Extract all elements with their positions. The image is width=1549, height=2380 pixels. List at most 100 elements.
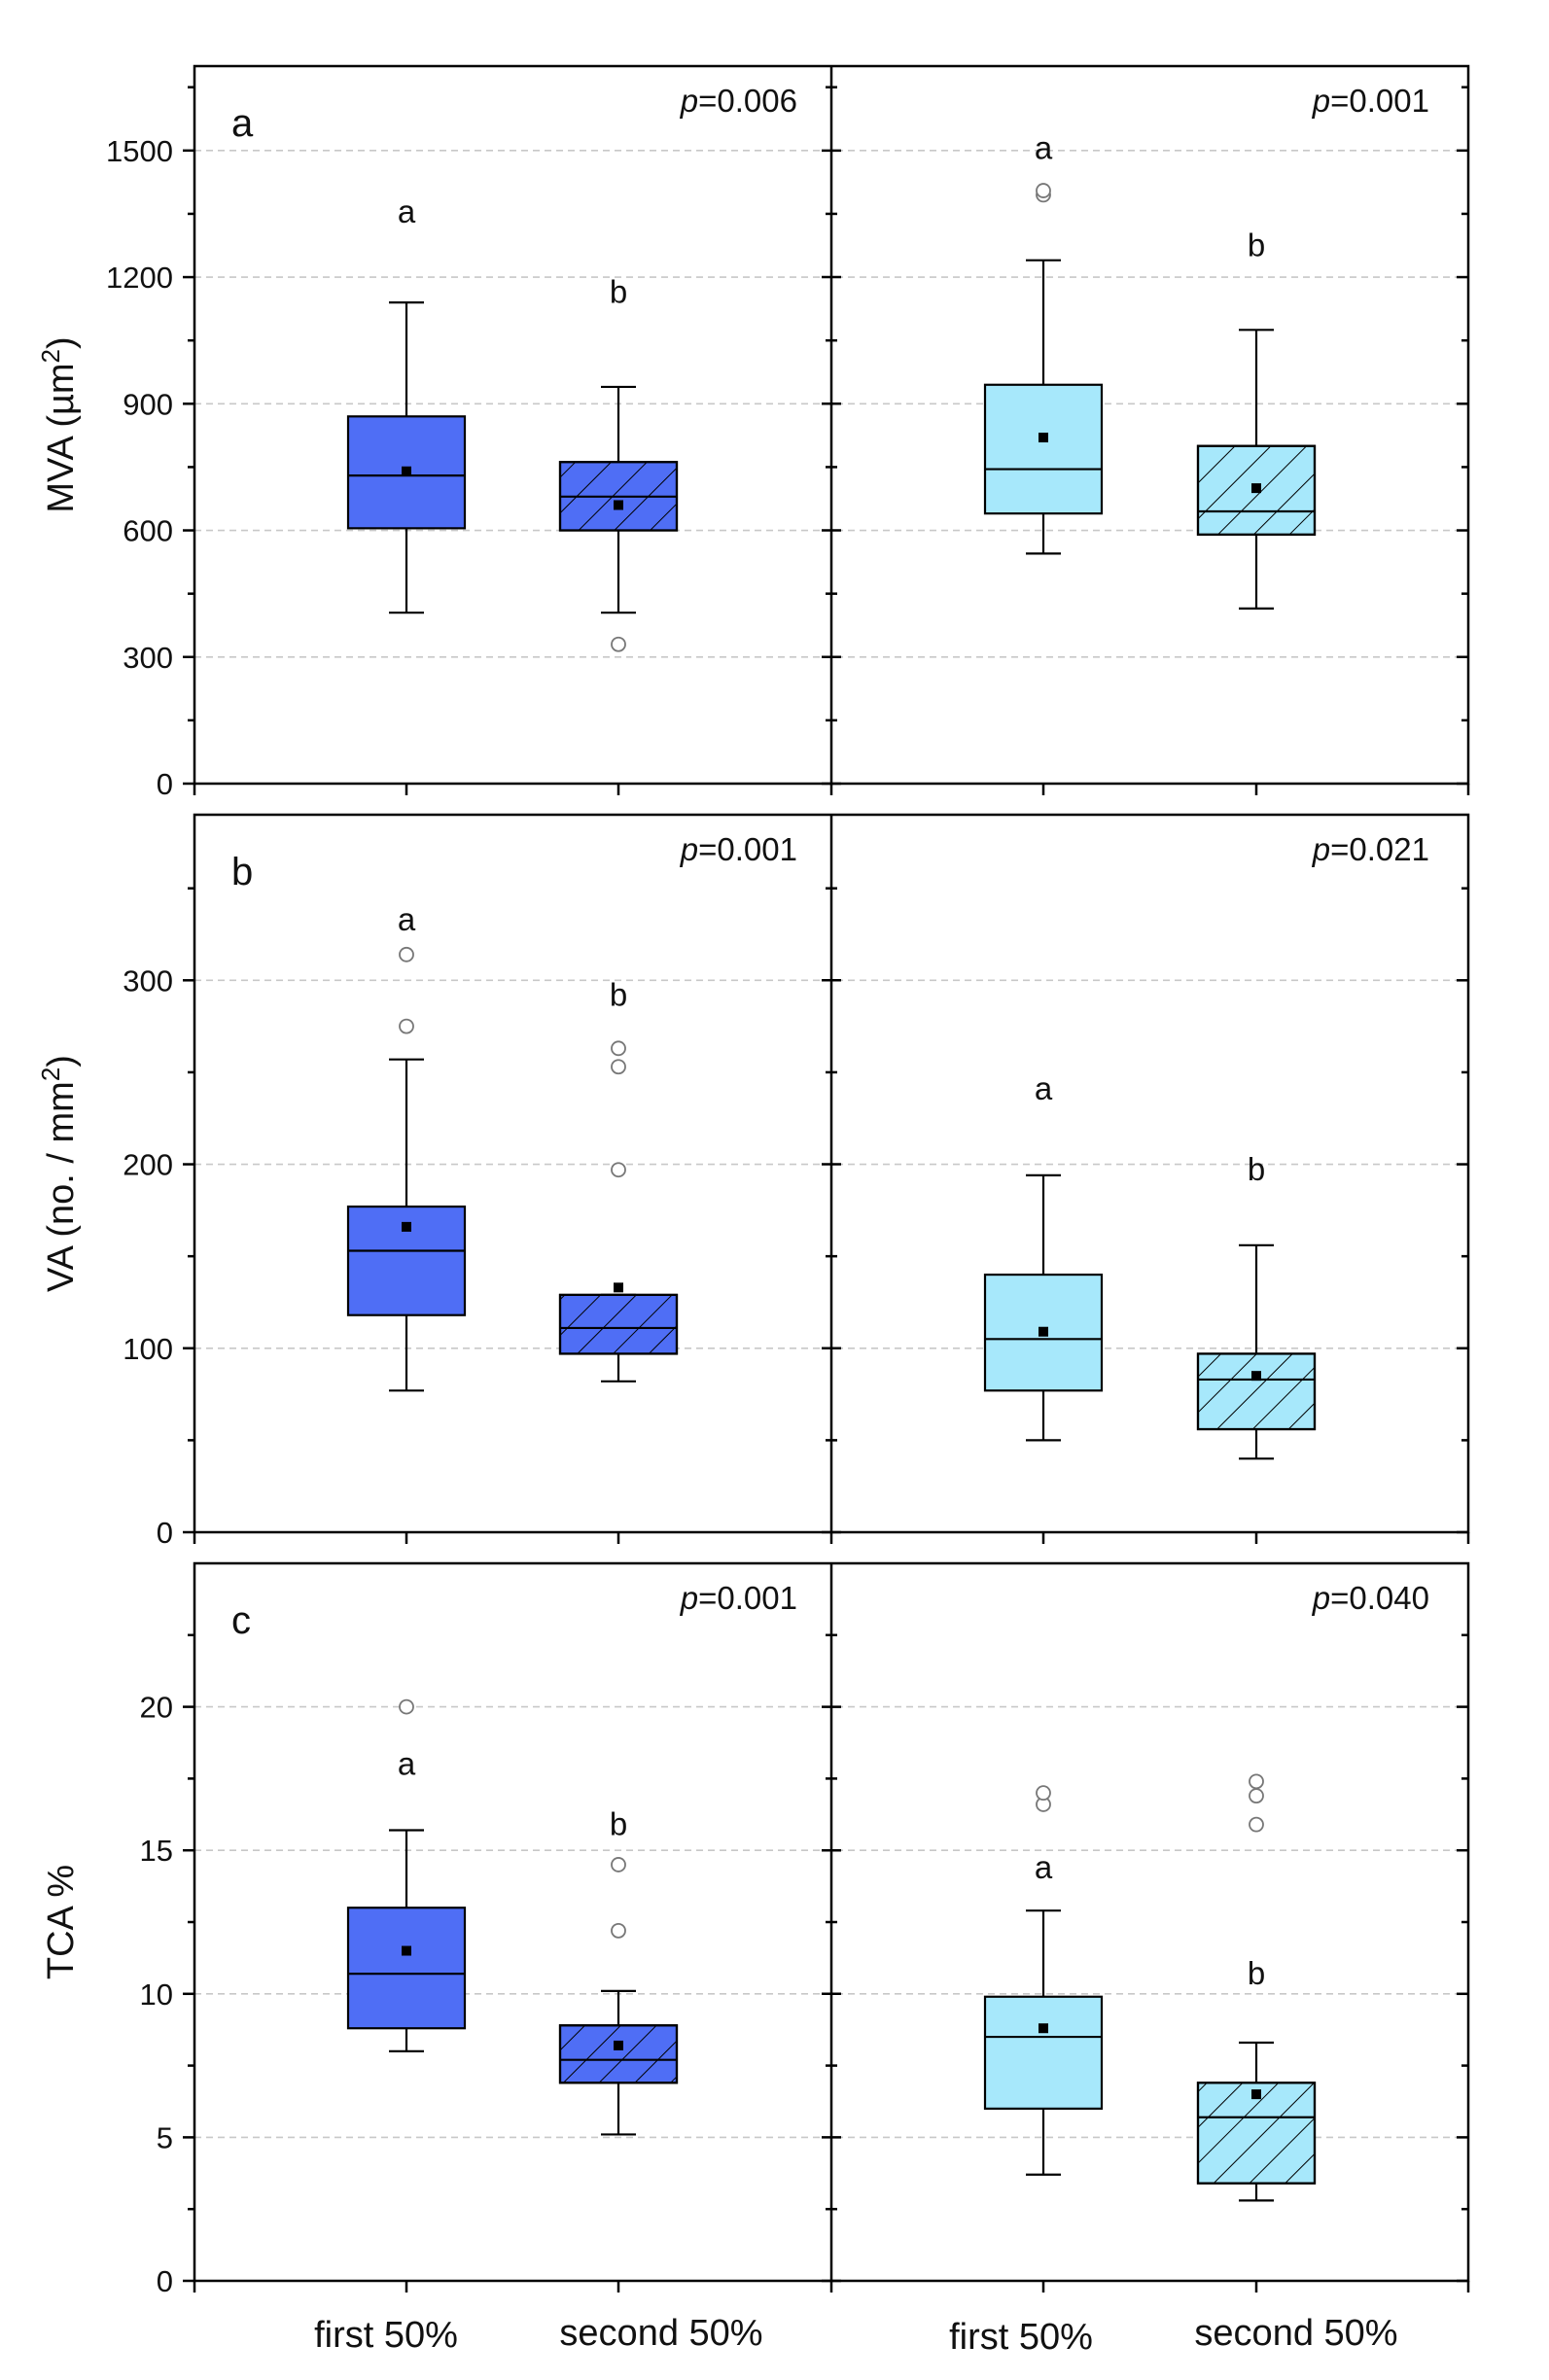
mean-marker [614,2040,623,2050]
y-axis-title-main: TCA % [41,1865,82,1979]
y-tick-label: 20 [140,1691,173,1725]
outlier-point [399,1698,414,1715]
x-tick-label-second-col2: second 50% [1194,2313,1397,2354]
y-tick-label: 10 [140,1978,173,2012]
p-value-number: =0.001 [1330,83,1429,119]
box-first-col1: a [346,901,467,1392]
outlier-point [611,1059,626,1075]
box-second-col2: b [1196,1773,1317,2202]
box-first-col2: a [983,130,1104,555]
y-axis-title-main: MVA (µm [41,363,82,512]
significance-letter: a [1035,1070,1053,1106]
mean-marker [1251,1371,1261,1382]
p-value-number: =0.001 [698,831,797,867]
p-value: p=0.001 [680,831,797,867]
mean-marker [402,1945,411,1956]
outlier-point [611,636,626,652]
significance-letter: a [1035,1849,1053,1885]
box-first-col1: a [346,193,467,614]
mean-marker [402,466,411,476]
box-hatching [560,1294,677,1354]
outlier-point [1036,183,1051,198]
significance-letter: b [610,273,627,309]
p-value-number: =0.001 [698,1580,797,1616]
significance-letter: a [1035,130,1053,166]
significance-letter: b [1248,1955,1265,1991]
significance-letter: a [398,901,416,937]
y-axis-title: TCA % [41,1865,82,1979]
p-value: p=0.001 [680,1580,797,1616]
outlier-point [611,1040,626,1057]
iqr-box [983,383,1104,515]
p-value-symbol: p [1312,831,1330,867]
box-second-col1: b [558,273,679,652]
y-tick-label: 5 [157,2120,173,2154]
mean-marker [1039,433,1048,443]
y-axis-title-superscript: 2 [36,349,65,363]
y-tick-label: 200 [123,1148,173,1182]
box-hatching [560,2025,677,2083]
outlier-point [611,1162,626,1178]
y-tick-label: 0 [157,2264,173,2298]
y-tick-label: 15 [140,1834,173,1868]
significance-letter: b [1248,228,1265,263]
y-tick-label: 600 [123,514,173,548]
p-value-symbol: p [680,1580,698,1616]
y-tick-label: 1500 [106,134,173,168]
box-first-col2: a [983,1785,1104,2176]
significance-letter: a [398,1746,416,1782]
p-value-number: =0.006 [698,83,797,119]
x-tick-label-second-col1: second 50% [559,2313,762,2354]
outlier-point [1249,1788,1264,1804]
y-tick-label: 1200 [106,261,173,295]
p-value-number: =0.021 [1330,831,1429,867]
outlier-point [1249,1816,1264,1833]
y-axis-title-superscript: 2 [36,1068,65,1081]
p-value-symbol: p [680,83,698,119]
panel-label: a [231,102,254,145]
outlier-point [399,1018,414,1034]
box-outline [1196,1352,1317,1431]
iqr-box [983,1995,1104,2110]
y-axis-title-tail: ) [41,1055,82,1068]
box-hatching [1198,2082,1315,2184]
box-outline [1196,2082,1317,2185]
y-axis-title: VA (no. / mm2) [36,1055,82,1292]
box-first-col1: a [346,1698,467,2052]
box-first-col2: a [983,1070,1104,1442]
box-outline [558,1293,679,1355]
p-value-number: =0.040 [1330,1580,1429,1616]
x-tick-label-first-col2: first 50% [949,2317,1093,2358]
box-outline [1196,444,1317,536]
y-tick-label: 900 [123,387,173,421]
mean-marker [614,500,623,510]
y-axis-title-main: VA (no. / mm [41,1081,82,1292]
mean-marker [1251,2089,1261,2100]
y-tick-label: 0 [157,1516,173,1550]
y-tick-label: 0 [157,767,173,801]
panel-label: c [231,1599,251,1642]
y-axis-title: MVA (µm2) [36,336,82,512]
p-value-symbol: p [1312,83,1330,119]
p-value: p=0.001 [1312,83,1429,119]
box-second-col1: b [558,976,679,1382]
box-outline [558,2024,679,2084]
p-value: p=0.040 [1312,1580,1429,1616]
outlier-point [611,1857,626,1872]
y-axis-title-tail: ) [41,336,82,349]
significance-letter: b [1248,1151,1265,1187]
box-second-col2: b [1196,1151,1317,1460]
mean-marker [1039,2023,1048,2034]
y-tick-label: 100 [123,1332,173,1366]
p-value: p=0.021 [1312,831,1429,867]
mean-marker [402,1221,411,1232]
significance-letter: b [610,976,627,1012]
significance-letter: a [398,193,416,229]
box-hatching [1198,1353,1315,1430]
panel-label: b [231,851,253,893]
